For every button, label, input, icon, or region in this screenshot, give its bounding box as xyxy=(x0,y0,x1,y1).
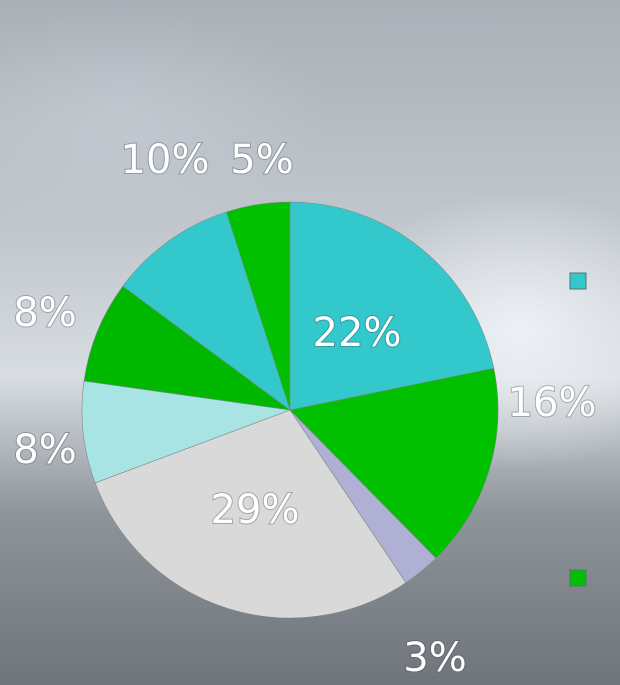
pie-slice xyxy=(289,367,499,559)
data-label: 8% xyxy=(13,290,76,336)
pie-slice xyxy=(122,211,291,411)
legend-swatch xyxy=(569,272,587,290)
data-label: 22% xyxy=(313,310,402,356)
data-label: 29% xyxy=(211,487,300,533)
data-label: 16% xyxy=(508,380,597,426)
legend-swatch xyxy=(569,569,587,587)
data-label: 8% xyxy=(13,427,76,473)
pie-slice xyxy=(225,201,291,411)
data-label: 3% xyxy=(403,635,466,681)
pie-slice xyxy=(94,409,407,619)
pie-slice xyxy=(81,380,291,484)
pie-slice xyxy=(83,285,291,411)
pie-slice xyxy=(289,201,495,411)
data-label: 5% xyxy=(230,137,293,183)
data-label: 10% xyxy=(121,137,210,183)
